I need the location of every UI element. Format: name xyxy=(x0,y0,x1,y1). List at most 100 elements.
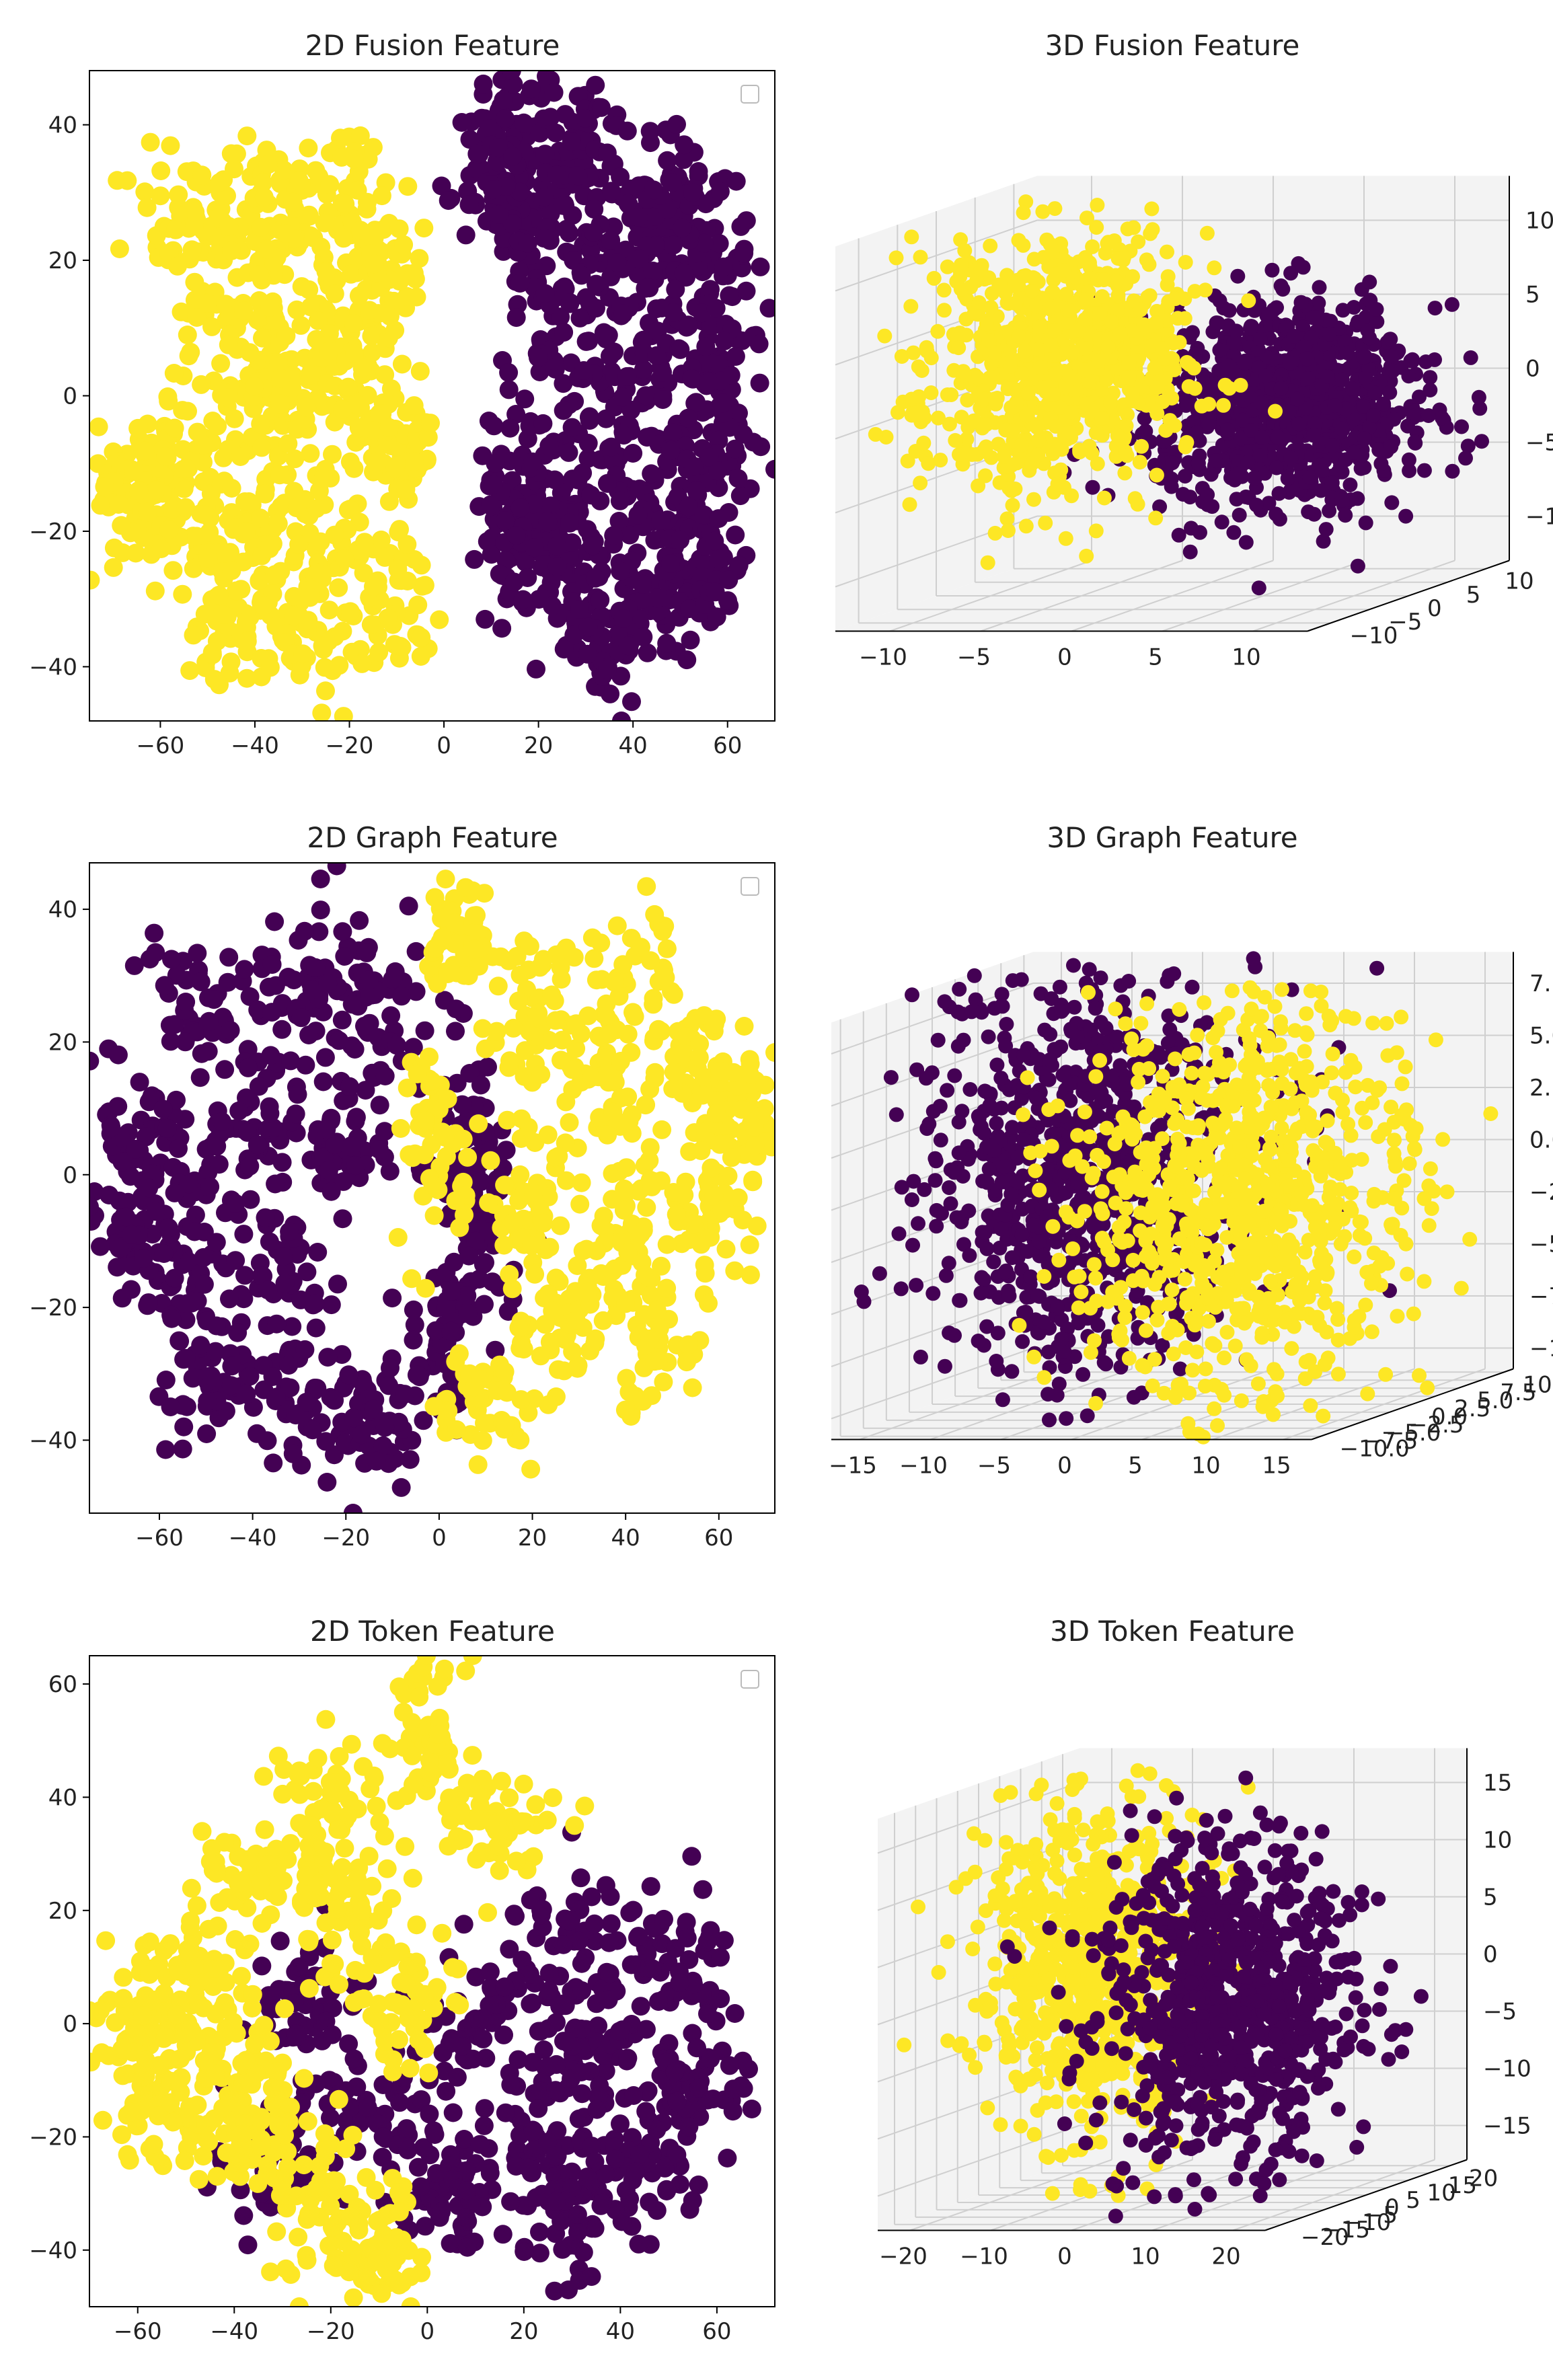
data-point-class-0 xyxy=(1176,487,1190,502)
data-point-class-0 xyxy=(384,968,404,988)
data-point-class-1 xyxy=(716,1239,736,1259)
data-point-class-1 xyxy=(287,498,307,517)
data-point-class-0 xyxy=(504,572,524,592)
data-point-class-0 xyxy=(591,98,611,117)
data-point-class-1 xyxy=(953,281,969,297)
chart-title: 2D Graph Feature xyxy=(307,821,558,854)
data-point-class-0 xyxy=(263,1367,282,1386)
data-point-class-1 xyxy=(421,414,440,433)
data-point-class-1 xyxy=(599,1024,618,1044)
data-point-class-0 xyxy=(248,1135,267,1155)
data-point-class-1 xyxy=(524,1184,543,1202)
data-point-class-1 xyxy=(299,205,319,225)
data-point-class-1 xyxy=(1063,425,1078,440)
data-point-class-1 xyxy=(1148,510,1164,526)
data-point-class-1 xyxy=(415,576,434,595)
data-point-class-0 xyxy=(683,183,702,202)
data-point-class-0 xyxy=(191,972,211,991)
data-point-class-1 xyxy=(136,441,155,461)
data-point-class-1 xyxy=(1155,341,1170,356)
data-point-class-0 xyxy=(629,207,648,227)
data-point-class-1 xyxy=(129,481,149,500)
data-point-class-1 xyxy=(388,560,408,579)
data-point-class-0 xyxy=(1454,419,1469,434)
data-point-class-1 xyxy=(617,1369,636,1388)
data-point-class-1 xyxy=(1268,404,1283,419)
data-point-class-1 xyxy=(1007,276,1022,291)
data-point-class-1 xyxy=(109,495,128,514)
data-point-class-1 xyxy=(236,522,256,541)
data-point-class-0 xyxy=(1184,521,1199,536)
data-point-class-0 xyxy=(198,1391,217,1411)
data-point-class-0 xyxy=(102,1118,121,1137)
data-point-class-0 xyxy=(750,373,769,393)
data-point-class-1 xyxy=(1008,295,1023,311)
data-point-class-1 xyxy=(159,391,178,411)
data-point-class-1 xyxy=(1079,396,1094,412)
data-point-class-0 xyxy=(356,1081,375,1100)
data-point-class-0 xyxy=(1232,507,1247,523)
data-point-class-0 xyxy=(1335,303,1351,318)
data-point-class-1 xyxy=(911,389,927,404)
data-point-class-1 xyxy=(1100,340,1116,355)
data-point-class-0 xyxy=(574,361,593,380)
data-point-class-0 xyxy=(439,191,458,210)
data-point-class-1 xyxy=(1018,519,1034,534)
x-tick-label: 0 xyxy=(437,732,451,759)
data-point-class-0 xyxy=(407,1365,426,1385)
data-point-class-0 xyxy=(404,1300,423,1319)
data-point-class-1 xyxy=(221,144,241,163)
data-point-class-1 xyxy=(1136,317,1151,332)
data-point-class-1 xyxy=(679,1335,698,1354)
data-point-class-1 xyxy=(1019,408,1034,423)
data-point-class-1 xyxy=(349,418,369,438)
data-point-class-0 xyxy=(327,863,346,876)
data-point-class-0 xyxy=(1291,416,1307,432)
chart-title: 2D Fusion Feature xyxy=(305,29,560,62)
data-point-class-0 xyxy=(306,958,326,977)
data-point-class-0 xyxy=(648,602,668,621)
data-point-class-1 xyxy=(988,396,1003,412)
data-point-class-0 xyxy=(1226,525,1242,540)
data-point-class-0 xyxy=(437,1298,456,1317)
data-point-class-0 xyxy=(1286,328,1301,344)
data-point-class-1 xyxy=(350,126,370,145)
data-point-class-1 xyxy=(237,126,257,146)
data-point-class-0 xyxy=(500,418,520,438)
data-point-class-0 xyxy=(651,510,671,530)
data-point-class-1 xyxy=(237,631,257,651)
data-point-class-1 xyxy=(981,333,997,348)
data-point-class-1 xyxy=(237,668,257,688)
data-point-class-0 xyxy=(1356,398,1371,414)
data-point-class-1 xyxy=(258,155,278,174)
data-point-class-0 xyxy=(260,1232,279,1252)
data-point-class-0 xyxy=(1350,314,1365,330)
data-point-class-1 xyxy=(987,525,1003,541)
data-point-class-1 xyxy=(397,535,417,554)
data-point-class-0 xyxy=(185,1222,204,1241)
data-point-class-0 xyxy=(694,233,714,253)
data-point-class-1 xyxy=(378,608,397,627)
data-point-class-0 xyxy=(476,609,495,629)
data-point-class-1 xyxy=(284,606,303,625)
data-point-class-0 xyxy=(503,147,522,166)
data-point-class-1 xyxy=(616,1294,635,1313)
z-tick-label: 0 xyxy=(1525,356,1540,383)
data-point-class-0 xyxy=(159,1218,178,1237)
data-point-class-1 xyxy=(644,995,663,1014)
data-point-class-0 xyxy=(584,200,604,219)
data-point-class-0 xyxy=(516,553,535,572)
data-point-class-0 xyxy=(305,1294,325,1313)
data-point-class-0 xyxy=(318,1348,338,1367)
data-point-class-0 xyxy=(499,380,519,399)
data-point-class-1 xyxy=(903,299,919,314)
data-point-class-0 xyxy=(459,1246,478,1266)
data-point-class-0 xyxy=(673,218,692,237)
data-point-class-0 xyxy=(108,1045,128,1065)
data-point-class-1 xyxy=(265,565,285,584)
data-point-class-0 xyxy=(1401,452,1416,467)
data-point-class-0 xyxy=(183,1369,202,1388)
data-point-class-0 xyxy=(568,166,588,186)
data-point-class-0 xyxy=(1293,295,1309,310)
panel-3d-fusion-feature: 3D Fusion Feature −10−50510−10−50510−10−… xyxy=(835,29,1553,671)
